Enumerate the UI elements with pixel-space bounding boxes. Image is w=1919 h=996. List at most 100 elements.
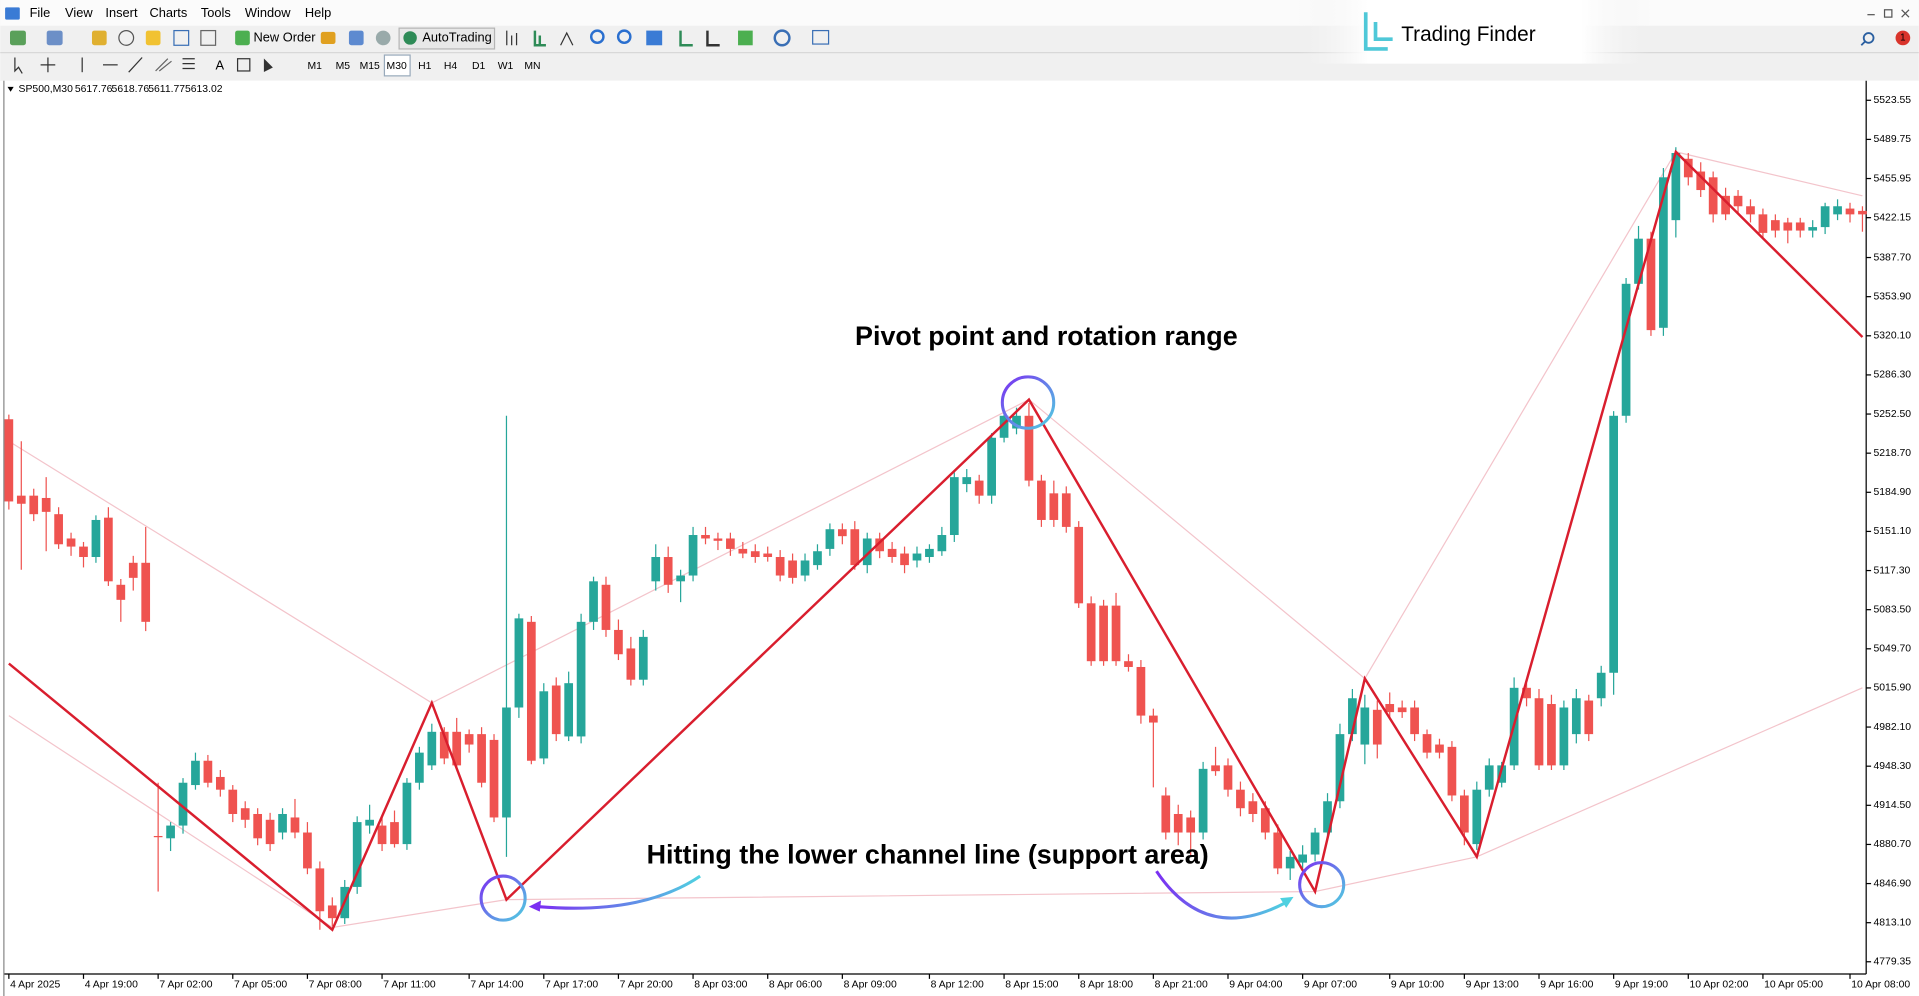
menu-item[interactable]: File (30, 5, 51, 20)
candle-body (104, 517, 113, 582)
candle-body (1186, 817, 1196, 833)
candle-body (676, 575, 685, 582)
candle-body (228, 789, 238, 814)
icon[interactable] (506, 30, 518, 46)
candle-body (1547, 704, 1556, 766)
icon[interactable] (679, 30, 693, 47)
candle-body (1074, 526, 1084, 604)
candle-body (1012, 415, 1021, 429)
icon[interactable] (812, 29, 830, 45)
icon[interactable] (533, 30, 546, 47)
timeframe[interactable]: H1 (418, 61, 432, 72)
icon[interactable] (773, 29, 791, 47)
timeframe[interactable]: W1 (498, 61, 514, 72)
icon[interactable] (375, 30, 391, 46)
y-tick-label: 4914.50 (1874, 800, 1912, 811)
cursor[interactable] (14, 57, 23, 74)
candle-body (1808, 227, 1818, 231)
icon[interactable] (118, 29, 135, 46)
candle-body (1721, 195, 1730, 215)
candle-body (1236, 789, 1245, 809)
menu-item[interactable]: Insert (105, 5, 138, 20)
toolbar-icons (9, 27, 830, 50)
arrow (1155, 870, 1286, 920)
restore[interactable] (1883, 9, 1893, 18)
icon[interactable] (46, 30, 63, 46)
candle-body (178, 782, 188, 826)
candle-body (464, 734, 474, 745)
icon[interactable] (91, 30, 107, 46)
icon[interactable] (9, 30, 26, 46)
timeframe[interactable]: M30 (387, 61, 407, 72)
candle-body (925, 548, 934, 558)
menu-item[interactable]: Tools (201, 5, 231, 20)
candle-body (1273, 832, 1283, 869)
x-tick-label: 10 Apr 05:00 (1764, 980, 1823, 991)
candle-body (1646, 238, 1656, 331)
text-tool[interactable]: A (216, 57, 225, 72)
x-tick-label: 7 Apr 14:00 (470, 980, 523, 991)
candle-body (1024, 415, 1034, 481)
icon[interactable] (145, 30, 161, 46)
trendline[interactable] (128, 57, 143, 73)
icon[interactable] (589, 29, 605, 45)
timeframe[interactable]: M5 (336, 61, 351, 72)
timeframe[interactable]: M15 (360, 61, 380, 72)
annotation: Pivot point and rotation range (855, 321, 1238, 351)
candle-body (1148, 715, 1158, 723)
autotrading-label[interactable]: AutoTrading (422, 29, 491, 44)
x-tick-label: 4 Apr 2025 (10, 980, 60, 991)
menu-item[interactable]: Help (305, 5, 331, 20)
candle-body (1571, 698, 1581, 735)
icon[interactable] (616, 29, 632, 45)
candle-body (327, 905, 337, 919)
icon (403, 31, 417, 45)
notification-badge[interactable] (1895, 30, 1911, 46)
candle-body (837, 529, 847, 537)
candle-body (1634, 238, 1643, 284)
x-tick-label: 9 Apr 04:00 (1229, 980, 1282, 991)
icon[interactable] (348, 30, 364, 46)
y-tick-label: 4779.35 (1874, 957, 1912, 968)
menu-item[interactable]: Charts (149, 5, 187, 20)
x-tick-label: 9 Apr 16:00 (1540, 980, 1593, 991)
icon[interactable] (706, 30, 720, 47)
icon[interactable] (173, 29, 190, 46)
candle-body (1858, 210, 1867, 215)
candle-body (1260, 808, 1270, 833)
icon[interactable] (738, 30, 753, 46)
timeframe[interactable]: H4 (444, 61, 458, 72)
icon[interactable] (235, 30, 250, 46)
fibo[interactable] (182, 58, 195, 70)
icon[interactable] (646, 30, 663, 46)
candle-body (1671, 153, 1681, 221)
menu-item[interactable]: Window (245, 5, 291, 20)
y-tick-label: 5286.30 (1874, 370, 1912, 381)
menu-item[interactable]: View (65, 5, 93, 20)
timeframe[interactable]: M1 (307, 61, 322, 72)
annotation: Hitting the lower channel line (support … (647, 840, 1209, 870)
candle-body (1447, 746, 1457, 796)
candle-body (402, 782, 412, 845)
candle-body (1708, 177, 1718, 215)
arrows-tool[interactable] (263, 58, 273, 72)
autotrading-button[interactable] (398, 27, 496, 50)
candle-body (514, 618, 524, 708)
icon[interactable] (560, 31, 574, 46)
timeframe[interactable]: MN (524, 61, 540, 72)
y-tick-label: 4982.10 (1874, 722, 1912, 733)
label-tool[interactable] (236, 58, 251, 72)
new-order-label[interactable]: New Order (253, 29, 316, 44)
channel-tool[interactable] (155, 58, 172, 72)
icon[interactable] (320, 31, 336, 45)
search[interactable] (1862, 32, 1875, 44)
close[interactable] (1901, 9, 1910, 18)
candle-body (365, 819, 374, 826)
crosshair[interactable] (40, 57, 56, 73)
timeframe[interactable]: D1 (472, 61, 486, 72)
icon[interactable] (200, 29, 217, 46)
candle-body (1335, 734, 1345, 802)
candle-body (688, 535, 698, 576)
candle-body (576, 621, 586, 737)
